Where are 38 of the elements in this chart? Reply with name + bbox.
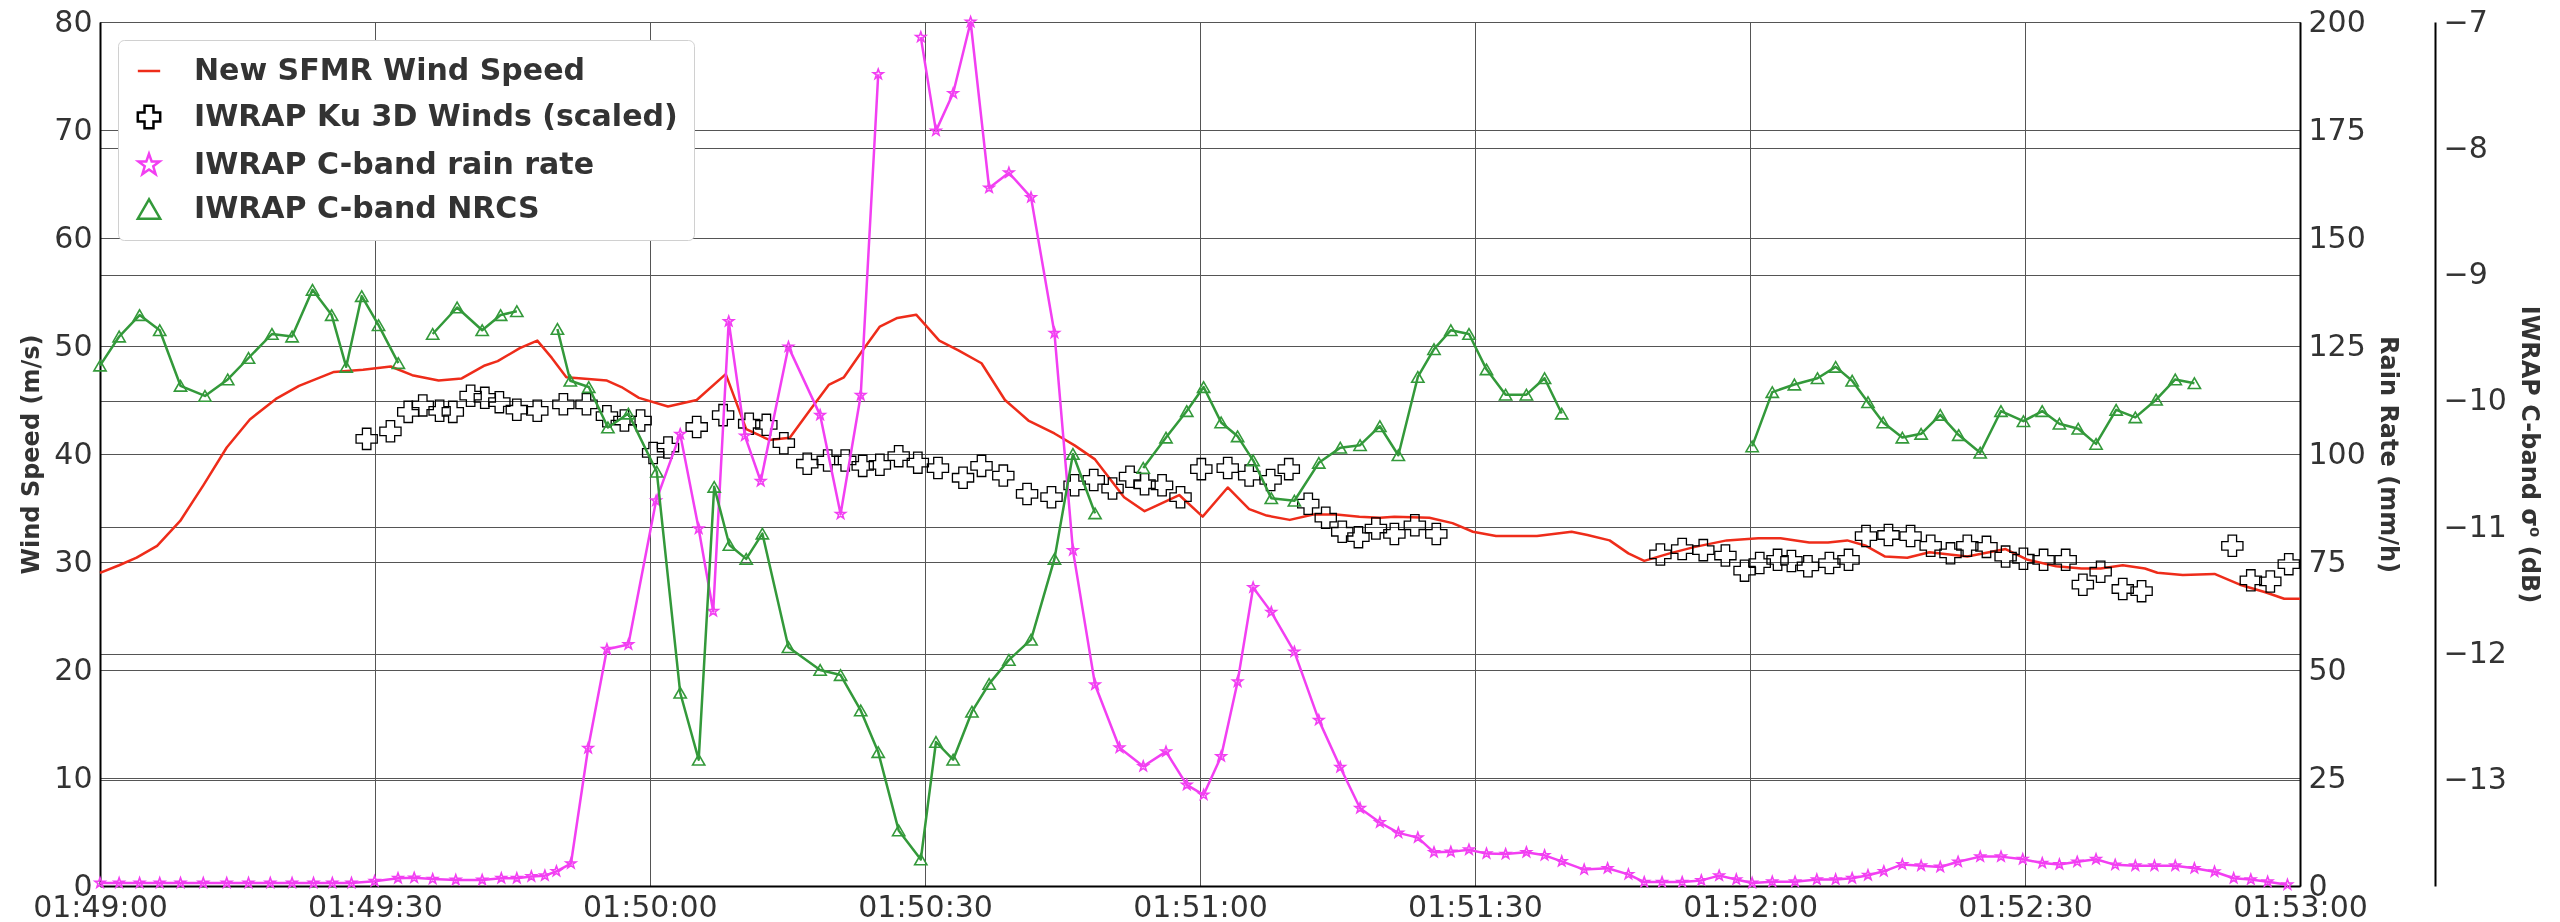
y3-tick-label: −12 xyxy=(2443,635,2507,671)
y3-tick-label: −11 xyxy=(2443,508,2507,544)
legend-label: IWRAP Ku 3D Winds (scaled) xyxy=(194,98,678,133)
y2-tick-label: 75 xyxy=(2308,543,2347,579)
y-tick-label: 40 xyxy=(54,435,93,471)
y2-axis-title: Rain Rate (mm/h) xyxy=(2374,336,2403,573)
x-tick-label: 01:52:30 xyxy=(1958,888,2093,922)
y3-tick-label: −7 xyxy=(2443,3,2488,39)
y2-tick-label: 100 xyxy=(2308,435,2366,471)
y2-tick-label: 175 xyxy=(2308,111,2366,147)
legend-label: IWRAP C-band NRCS xyxy=(194,190,540,225)
y3-tick-label: −8 xyxy=(2443,129,2488,165)
y-tick-label: 60 xyxy=(54,219,93,255)
y2-tick-label: 150 xyxy=(2308,219,2366,255)
x-tick-label: 01:50:00 xyxy=(582,888,718,922)
y3-tick-label: −10 xyxy=(2443,382,2507,418)
y-tick-label: 70 xyxy=(54,111,93,147)
y3-tick-label: −9 xyxy=(2443,256,2488,292)
y-axis-title: Wind Speed (m/s) xyxy=(17,334,46,575)
y-tick-label: 80 xyxy=(54,3,93,39)
y3-tick-label: −13 xyxy=(2443,761,2507,797)
y2-tick-label: 50 xyxy=(2308,651,2347,687)
legend-label: New SFMR Wind Speed xyxy=(194,52,586,87)
y2-tick-label: 125 xyxy=(2308,327,2366,363)
y-tick-label: 20 xyxy=(54,651,93,687)
x-tick-label: 01:51:30 xyxy=(1408,888,1543,922)
y-tick-label: 10 xyxy=(54,759,93,795)
x-tick-label: 01:51:00 xyxy=(1133,888,1268,922)
legend-label: IWRAP C-band rain rate xyxy=(194,146,595,181)
x-tick-label: 01:50:30 xyxy=(858,888,993,922)
y2-tick-label: 200 xyxy=(2308,3,2366,39)
y-tick-label: 30 xyxy=(54,543,93,579)
x-tick-label: 01:52:00 xyxy=(1683,888,1819,922)
y2-tick-label: 25 xyxy=(2308,759,2347,795)
line-series xyxy=(98,313,2302,600)
y-tick-label: 50 xyxy=(54,327,93,363)
y3-axis-title: IWRAP C-band σ⁰ (dB) xyxy=(2515,305,2544,604)
x-tick-label: 01:49:30 xyxy=(308,888,443,922)
